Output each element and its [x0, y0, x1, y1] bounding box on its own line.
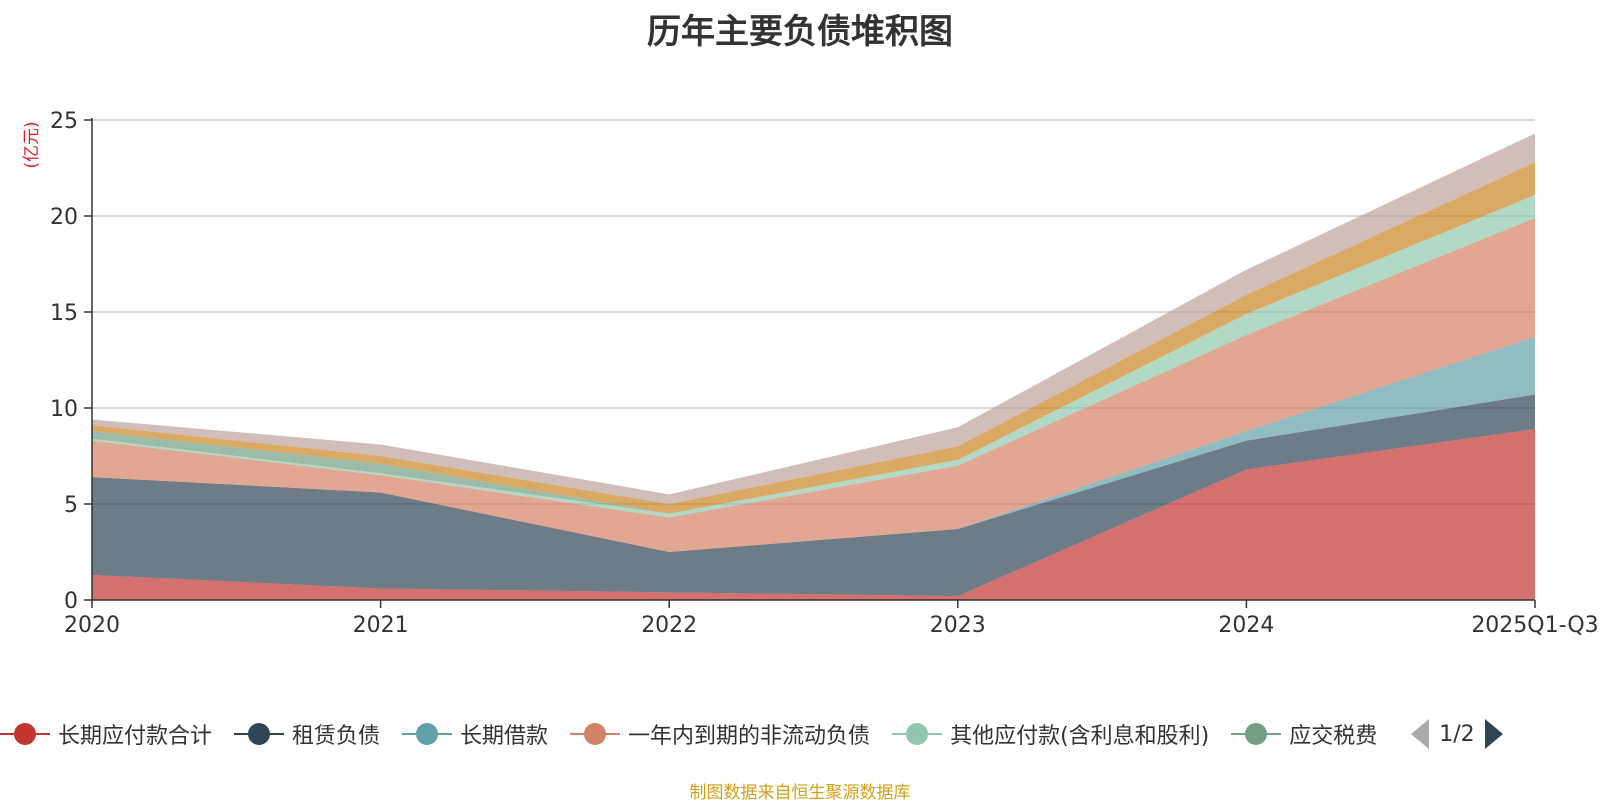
- legend-marker-icon: [570, 720, 621, 748]
- x-tick-label: 2020: [64, 613, 120, 638]
- series-area: [92, 217, 1535, 553]
- y-tick-label: 15: [50, 301, 78, 326]
- series-area: [92, 394, 1535, 597]
- legend-marker-icon: [402, 720, 453, 748]
- legend-marker-icon: [234, 720, 285, 748]
- series-area: [92, 429, 1535, 600]
- legend-marker-dot: [14, 723, 36, 745]
- legend-item[interactable]: 一年内到期的非流动负债: [570, 718, 870, 750]
- y-tick-label: 0: [64, 589, 78, 614]
- x-tick-label: 2021: [353, 613, 409, 638]
- x-tick-label: 2023: [930, 613, 986, 638]
- legend-prev-page-icon[interactable]: [1411, 719, 1430, 749]
- legend-pager: 1/2: [1411, 719, 1503, 749]
- y-tick-label: 10: [50, 397, 78, 422]
- legend-item[interactable]: 长期借款: [402, 718, 548, 750]
- legend-label: 其他应付款(含利息和股利): [950, 724, 1210, 749]
- legend-marker-icon: [1231, 720, 1282, 748]
- x-tick-label: 2025Q1-Q3: [1471, 613, 1598, 638]
- legend-marker-dot: [584, 723, 607, 745]
- stacked-areas: [92, 133, 1535, 600]
- legend-label: 租赁负债: [292, 724, 381, 749]
- x-tick-label: 2024: [1218, 613, 1274, 638]
- legend-marker-icon: [0, 720, 50, 748]
- legend-label: 一年内到期的非流动负债: [628, 724, 871, 749]
- source-note: 制图数据来自恒生聚源数据库: [689, 783, 911, 803]
- y-unit-label: (亿元): [22, 121, 42, 168]
- legend-label: 长期借款: [460, 724, 549, 749]
- legend-item[interactable]: 应交税费: [1231, 718, 1377, 750]
- legend-marker-dot: [1245, 723, 1268, 745]
- legend-marker-icon: [892, 720, 943, 748]
- axes: 0 5 10 15 20 25 2020 2021 2022 2023 2024 2025Q1-Q3: [50, 109, 1599, 638]
- x-tick-label: 2022: [641, 613, 697, 638]
- legend-marker-dot: [416, 723, 439, 745]
- legend-item[interactable]: 长期应付款合计: [0, 718, 212, 750]
- y-tick-label: 20: [50, 205, 78, 230]
- legend-item[interactable]: 其他应付款(含利息和股利): [892, 718, 1209, 750]
- legend-item[interactable]: 租赁负债: [234, 718, 380, 750]
- y-tick-label: 25: [50, 109, 78, 134]
- legend-marker-dot: [248, 723, 271, 745]
- y-tick-label: 5: [64, 493, 78, 518]
- legend-label: 应交税费: [1289, 724, 1378, 749]
- legend-page-indicator: 1/2: [1439, 721, 1475, 747]
- legend-marker-dot: [906, 723, 929, 745]
- chart-title: 历年主要负债堆积图: [647, 12, 953, 52]
- legend-next-page-icon[interactable]: [1484, 719, 1503, 749]
- legend-label: 长期应付款合计: [58, 724, 213, 749]
- legend: 长期应付款合计 租赁负债 长期借款 一年内到期的非流动负债 其他应付款(含利息和股利) 应…: [0, 712, 1600, 756]
